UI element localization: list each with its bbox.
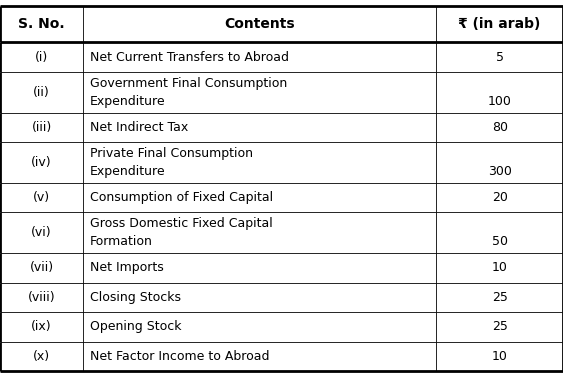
Text: (iii): (iii) (32, 121, 52, 134)
Text: ₹ (in arab): ₹ (in arab) (458, 17, 541, 31)
Text: (vii): (vii) (30, 261, 53, 274)
Text: 80: 80 (491, 121, 508, 134)
Text: (iv): (iv) (32, 156, 52, 169)
Text: 25: 25 (491, 291, 508, 304)
Text: Net Current Transfers to Abroad: Net Current Transfers to Abroad (90, 51, 289, 63)
Text: 25: 25 (491, 320, 508, 333)
Text: Closing Stocks: Closing Stocks (90, 291, 181, 304)
Text: 10: 10 (491, 261, 508, 274)
Text: Expenditure: Expenditure (90, 165, 166, 178)
Text: (v): (v) (33, 191, 50, 204)
Text: (ix): (ix) (32, 320, 52, 333)
Text: 100: 100 (488, 95, 512, 107)
Text: Contents: Contents (225, 17, 295, 31)
Text: 5: 5 (495, 51, 504, 63)
Text: Net Indirect Tax: Net Indirect Tax (90, 121, 189, 134)
Text: Opening Stock: Opening Stock (90, 320, 182, 333)
Text: S. No.: S. No. (19, 17, 65, 31)
Text: 20: 20 (491, 191, 508, 204)
Text: (vi): (vi) (32, 226, 52, 239)
Text: Government Final Consumption: Government Final Consumption (90, 77, 287, 90)
Text: Net Imports: Net Imports (90, 261, 164, 274)
Text: Private Final Consumption: Private Final Consumption (90, 147, 253, 160)
Text: Expenditure: Expenditure (90, 95, 166, 107)
Text: (viii): (viii) (28, 291, 56, 304)
Text: (ii): (ii) (33, 86, 50, 99)
Text: 300: 300 (488, 165, 512, 178)
Text: (i): (i) (35, 51, 48, 63)
Text: Net Factor Income to Abroad: Net Factor Income to Abroad (90, 350, 270, 363)
Text: 10: 10 (491, 350, 508, 363)
Text: Consumption of Fixed Capital: Consumption of Fixed Capital (90, 191, 273, 204)
Text: (x): (x) (33, 350, 50, 363)
Text: Gross Domestic Fixed Capital: Gross Domestic Fixed Capital (90, 217, 273, 230)
Text: 50: 50 (491, 235, 508, 248)
Text: Formation: Formation (90, 235, 153, 248)
